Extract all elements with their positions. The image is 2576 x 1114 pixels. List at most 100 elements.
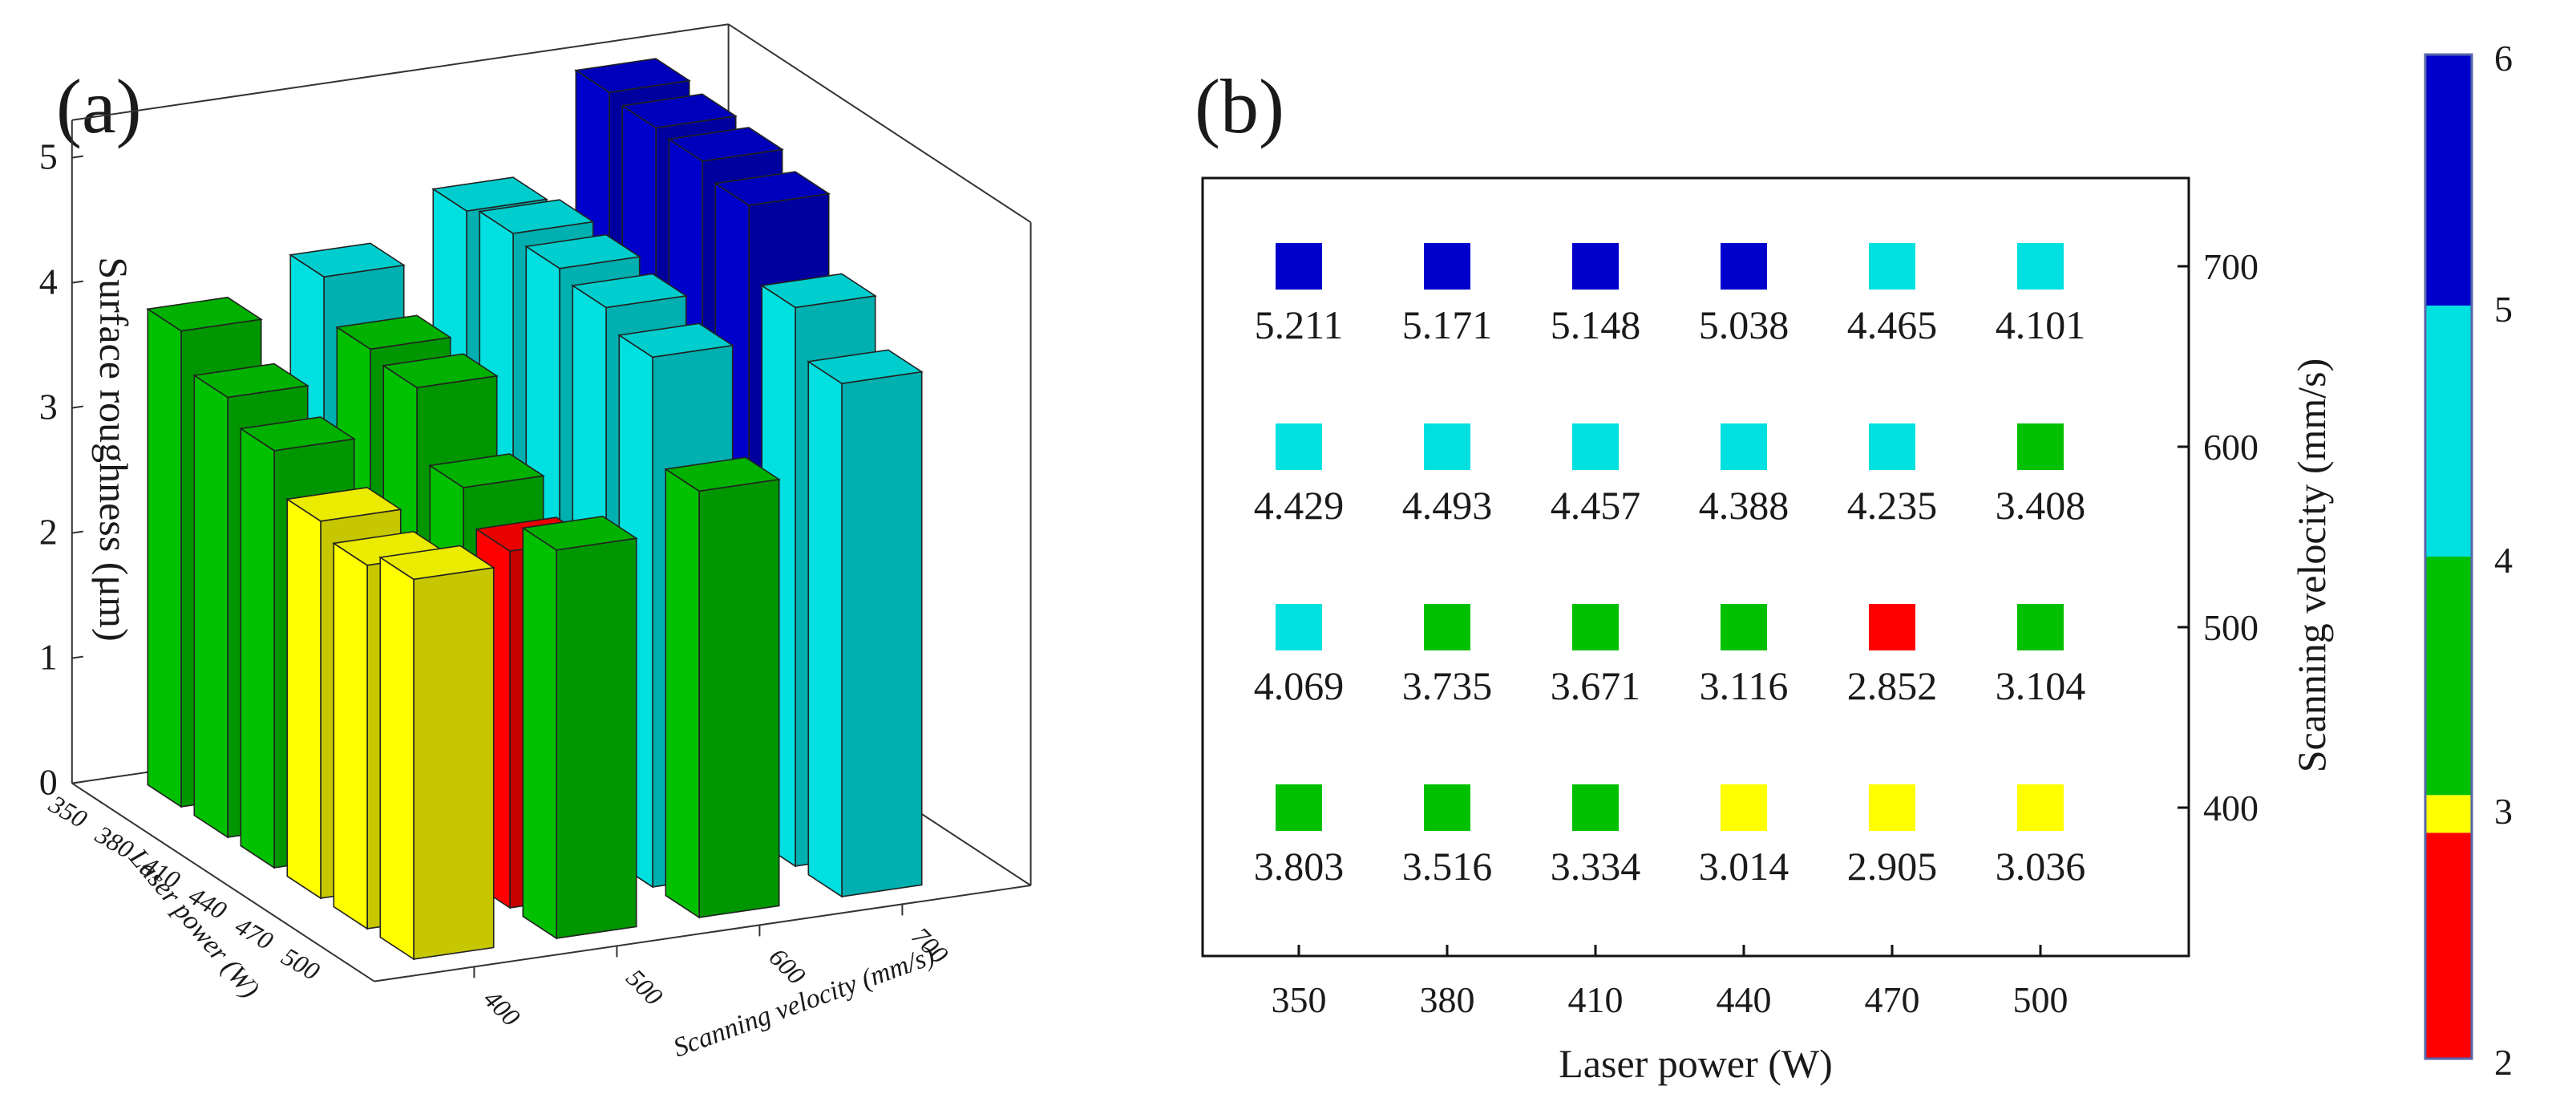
b-cell: 5.171 — [1402, 243, 1493, 347]
a-velocity-tick-label: 500 — [621, 963, 668, 1011]
b-cell-value: 3.116 — [1700, 663, 1789, 708]
a-bar-top-face — [428, 453, 545, 488]
b-cell-value: 3.803 — [1254, 844, 1345, 889]
a-bar-top-face — [146, 296, 263, 332]
b-cell-square — [1424, 423, 1470, 470]
b-cell-value: 5.148 — [1551, 302, 1641, 347]
a-z-tick-label: 5 — [39, 136, 58, 177]
colorbar-band — [2425, 306, 2472, 557]
a-bar-top-face — [521, 515, 638, 551]
a-z-tick-mark — [71, 155, 83, 159]
a-bar-top-face — [239, 416, 356, 452]
b-cell-square — [1276, 604, 1322, 650]
b-cell-square — [2017, 243, 2064, 290]
colorbar-tick-label: 2 — [2494, 1042, 2513, 1083]
panel-b-x-axis-title: Laser power (W) — [1559, 1041, 1832, 1086]
colorbar-band — [2425, 55, 2472, 306]
b-cell-value: 3.036 — [1996, 844, 2086, 889]
a-bar — [807, 349, 924, 898]
b-cell-value: 4.388 — [1699, 483, 1789, 528]
panel-b-heatmap: 5.211 5.171 5.148 5.038 4.465 4.101 4.429 4.493… — [1201, 176, 2334, 1086]
panel-a-velocity-title: Scanning velocity (mm/s) — [669, 941, 939, 1063]
a-bar — [664, 456, 781, 919]
a-bar-front-face — [807, 360, 843, 898]
b-cell-value: 4.101 — [1996, 302, 2086, 347]
a-bar-side-face — [556, 537, 637, 939]
b-cell: 3.334 — [1551, 784, 1640, 889]
a-z-tick-label: 0 — [39, 762, 58, 803]
b-x-tick-label: 380 — [1420, 979, 1475, 1020]
b-cell: 3.104 — [1996, 604, 2085, 708]
b-x-tick-label: 350 — [1272, 979, 1327, 1020]
a-z-tick-label: 1 — [39, 637, 58, 678]
b-cell: 2.852 — [1847, 604, 1938, 708]
b-cell: 5.148 — [1551, 243, 1641, 347]
b-cell-value: 3.671 — [1551, 663, 1641, 708]
a-bar-side-face — [841, 371, 923, 897]
a-floor-front-edge — [374, 885, 1031, 982]
b-cell-square — [2017, 423, 2064, 470]
b-cell-value: 3.408 — [1996, 483, 2086, 528]
b-cell: 4.465 — [1847, 243, 1937, 347]
panel-b-x-ticks: 350 380 410 440 470 500 — [1272, 945, 2068, 1020]
a-bar-side-face — [413, 566, 495, 960]
a-bar-top-face — [664, 456, 781, 492]
b-cell: 2.905 — [1847, 784, 1937, 889]
a-bar-front-face — [665, 468, 700, 919]
b-cell-value: 5.038 — [1699, 302, 1789, 347]
a-velocity-tick-label: 400 — [478, 984, 525, 1031]
a-bar-front-face — [379, 556, 415, 961]
b-cell-value: 4.457 — [1551, 483, 1641, 528]
panel-b-y-axis-title: Scanning velocity (mm/s) — [2289, 359, 2334, 773]
b-cell-value: 2.852 — [1847, 663, 1938, 708]
panel-a-z-ticks: 0 1 2 3 4 5 — [39, 136, 83, 803]
b-cell: 3.014 — [1699, 784, 1789, 889]
b-cell-value: 3.735 — [1402, 663, 1493, 708]
b-cell: 3.735 — [1402, 604, 1493, 708]
colorbar-band — [2425, 832, 2472, 1059]
a-bar-top-face — [431, 176, 548, 212]
a-bar-top-face — [760, 273, 877, 309]
b-cell-square — [1276, 784, 1322, 831]
b-cell-square — [1424, 604, 1470, 650]
a-top-back-edge — [71, 23, 729, 121]
a-bar-top-face — [524, 233, 641, 269]
a-z-tick-label: 4 — [39, 261, 58, 302]
b-cell-value: 4.429 — [1254, 483, 1345, 528]
b-cell-square — [1572, 423, 1619, 470]
a-laser-power-tick-label: 470 — [230, 911, 278, 955]
colorbar-tick-label: 5 — [2494, 289, 2513, 330]
a-z-tick-mark — [71, 280, 83, 284]
b-cell: 3.036 — [1996, 784, 2086, 889]
a-floor-left-edge — [71, 782, 375, 982]
colorbar-tick-label: 3 — [2494, 791, 2513, 832]
b-cell-value: 4.069 — [1254, 663, 1345, 708]
a-bar-top-face — [192, 363, 309, 399]
b-cell: 4.429 — [1254, 423, 1345, 528]
a-bar-top-face — [382, 353, 499, 389]
a-bar-side-face — [698, 478, 780, 918]
b-cell: 3.803 — [1254, 784, 1345, 889]
b-cell: 3.671 — [1551, 604, 1641, 708]
b-cell: 4.493 — [1402, 423, 1492, 528]
colorbar-band — [2425, 795, 2472, 833]
colorbar-tick-label: 6 — [2494, 38, 2513, 79]
a-bar-front-face — [240, 427, 275, 869]
b-cell-value: 5.211 — [1255, 302, 1344, 347]
b-cell-square — [1869, 243, 1915, 290]
b-cell: 3.116 — [1700, 604, 1789, 708]
a-bar-top-face — [571, 273, 688, 309]
panel-b-y-ticks: 700 600 500 400 — [2178, 246, 2259, 828]
a-bar-top-face — [617, 322, 734, 359]
b-y-tick-label: 600 — [2203, 427, 2259, 468]
b-x-tick-label: 500 — [2013, 979, 2068, 1020]
a-bar-top-face — [378, 545, 495, 581]
a-bar-top-face — [478, 199, 595, 234]
b-cell-square — [2017, 604, 2064, 650]
a-bar — [378, 545, 495, 961]
b-cell-value: 5.171 — [1402, 302, 1493, 347]
b-cell-square — [1572, 784, 1619, 831]
panel-b-label: (b) — [1195, 63, 1284, 149]
b-cell: 4.235 — [1847, 423, 1937, 528]
b-cell-value: 3.014 — [1699, 844, 1789, 889]
